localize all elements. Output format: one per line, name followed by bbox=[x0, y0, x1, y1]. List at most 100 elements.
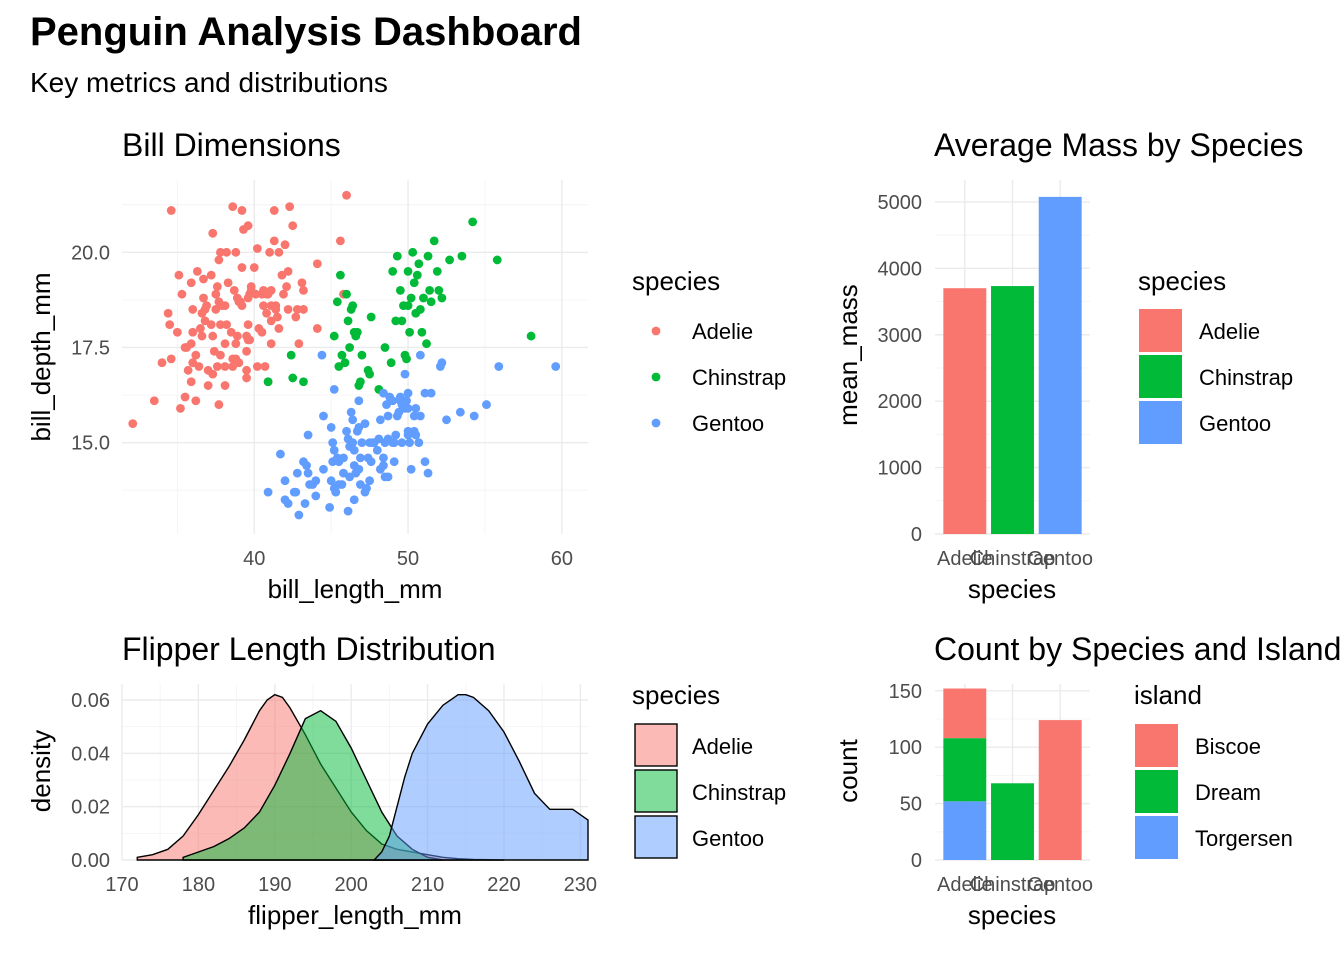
scatter-point-gentoo bbox=[411, 430, 421, 440]
scatter-point-gentoo bbox=[348, 438, 358, 448]
scatter-point-chinstrap bbox=[343, 316, 353, 326]
scatter-point-gentoo bbox=[397, 438, 407, 448]
page-subtitle: Key metrics and distributions bbox=[30, 67, 388, 98]
count-legend-key-biscoe bbox=[1135, 724, 1178, 767]
scatter-point-chinstrap bbox=[415, 305, 425, 314]
scatter-point-adelie bbox=[208, 228, 218, 238]
scatter-point-adelie bbox=[222, 320, 231, 330]
scatter-point-gentoo bbox=[326, 423, 336, 432]
scatter-point-adelie bbox=[251, 289, 261, 299]
scatter-point-adelie bbox=[280, 240, 290, 250]
scatter-point-gentoo bbox=[406, 464, 416, 474]
scatter-point-gentoo bbox=[343, 506, 353, 516]
scatter-ticks: 40 50 60 15.0 17.5 20.0 bbox=[71, 242, 573, 570]
panel-title-count-by-island: Count by Species and Island bbox=[934, 631, 1341, 667]
scatter-point-adelie bbox=[312, 324, 322, 333]
scatter-point-gentoo bbox=[442, 415, 451, 425]
scatter-point-adelie bbox=[274, 247, 284, 257]
count-bars bbox=[943, 688, 1082, 860]
count-legend-title: island bbox=[1134, 680, 1202, 710]
scatter-point-adelie bbox=[149, 396, 159, 406]
scatter-point-adelie bbox=[231, 247, 241, 257]
scatter-point-gentoo bbox=[339, 453, 348, 463]
scatter-point-adelie bbox=[208, 369, 218, 379]
scatter-point-gentoo bbox=[311, 476, 321, 486]
mass-y-tick-label: 4000 bbox=[878, 258, 923, 280]
count-bar-adelie-torgersen bbox=[943, 801, 987, 860]
mass-legend-key-chinstrap bbox=[1139, 355, 1182, 398]
scatter-point-chinstrap bbox=[406, 293, 416, 303]
mass-y-tick-label: 2000 bbox=[878, 391, 923, 413]
scatter-point-adelie bbox=[216, 320, 225, 330]
scatter-point-adelie bbox=[188, 327, 198, 337]
density-area-gentoo bbox=[372, 693, 589, 861]
scatter-point-chinstrap bbox=[346, 305, 356, 314]
scatter-point-adelie bbox=[180, 392, 190, 402]
scatter-point-gentoo bbox=[423, 468, 433, 478]
count-bar-adelie-biscoe bbox=[943, 688, 987, 739]
density-legend-key-adelie bbox=[634, 723, 678, 767]
scatter-point-gentoo bbox=[494, 362, 504, 371]
panel-title-flipper-distribution: Flipper Length Distribution bbox=[122, 631, 496, 667]
scatter-point-gentoo bbox=[391, 430, 401, 440]
scatter-point-gentoo bbox=[317, 350, 327, 360]
density-x-tick-label: 210 bbox=[411, 874, 444, 896]
density-x-tick-label: 220 bbox=[487, 874, 520, 896]
scatter-point-gentoo bbox=[409, 411, 419, 421]
scatter-point-adelie bbox=[294, 339, 304, 349]
scatter-point-gentoo bbox=[426, 388, 436, 398]
scatter-point-adelie bbox=[223, 278, 233, 288]
scatter-point-adelie bbox=[274, 324, 284, 333]
scatter-legend-title: species bbox=[632, 266, 720, 296]
scatter-point-adelie bbox=[232, 331, 242, 341]
scatter-point-chinstrap bbox=[380, 343, 390, 352]
scatter-point-chinstrap bbox=[345, 343, 355, 352]
scatter-point-adelie bbox=[172, 327, 182, 337]
scatter-point-adelie bbox=[259, 301, 268, 311]
scatter-point-chinstrap bbox=[526, 331, 536, 341]
scatter-point-gentoo bbox=[379, 453, 388, 463]
scatter-point-chinstrap bbox=[423, 251, 433, 261]
scatter-point-gentoo bbox=[355, 453, 365, 463]
density-x-axis-title: flipper_length_mm bbox=[248, 900, 462, 930]
density-y-axis-title: density bbox=[26, 730, 56, 812]
scatter-legend-label: Adelie bbox=[692, 319, 753, 344]
scatter-point-adelie bbox=[206, 270, 216, 280]
scatter-point-adelie bbox=[292, 305, 302, 314]
scatter-point-adelie bbox=[186, 278, 196, 288]
mass-x-tick-label: Gentoo bbox=[1027, 548, 1093, 570]
scatter-point-adelie bbox=[234, 358, 244, 368]
scatter-point-gentoo bbox=[405, 438, 414, 448]
scatter-point-adelie bbox=[266, 339, 276, 349]
scatter-point-gentoo bbox=[311, 491, 321, 501]
scatter-point-adelie bbox=[176, 403, 185, 413]
scatter-point-gentoo bbox=[276, 449, 285, 459]
scatter-point-adelie bbox=[211, 289, 221, 299]
scatter-point-gentoo bbox=[482, 400, 491, 409]
scatter-point-chinstrap bbox=[352, 327, 362, 337]
scatter-point-gentoo bbox=[329, 445, 339, 455]
scatter-point-chinstrap bbox=[332, 297, 342, 307]
density-y-tick-label: 0.02 bbox=[71, 797, 110, 819]
scatter-point-chinstrap bbox=[402, 354, 411, 364]
scatter-point-chinstrap bbox=[392, 251, 402, 261]
scatter-point-gentoo bbox=[366, 457, 376, 467]
scatter-point-gentoo bbox=[375, 415, 385, 425]
count-x-tick-label: Gentoo bbox=[1027, 874, 1093, 896]
scatter-point-adelie bbox=[237, 301, 247, 311]
scatter-y-tick-label: 20.0 bbox=[71, 242, 110, 264]
scatter-point-gentoo bbox=[415, 411, 425, 421]
scatter-point-chinstrap bbox=[426, 297, 436, 307]
mass-x-tick-label: Chinstrap bbox=[970, 548, 1056, 570]
scatter-point-adelie bbox=[186, 339, 196, 349]
scatter-point-adelie bbox=[214, 255, 224, 265]
scatter-point-adelie bbox=[299, 285, 308, 295]
scatter-point-adelie bbox=[242, 346, 251, 356]
scatter-point-adelie bbox=[266, 285, 276, 295]
scatter-legend-key-adelie bbox=[651, 326, 661, 336]
mass-legend-label: Adelie bbox=[1199, 319, 1260, 344]
scatter-legend: species Adelie Chinstrap Gentoo bbox=[632, 266, 786, 436]
scatter-point-adelie bbox=[212, 282, 222, 291]
count-y-tick-label: 0 bbox=[911, 850, 922, 872]
scatter-point-gentoo bbox=[303, 468, 313, 478]
